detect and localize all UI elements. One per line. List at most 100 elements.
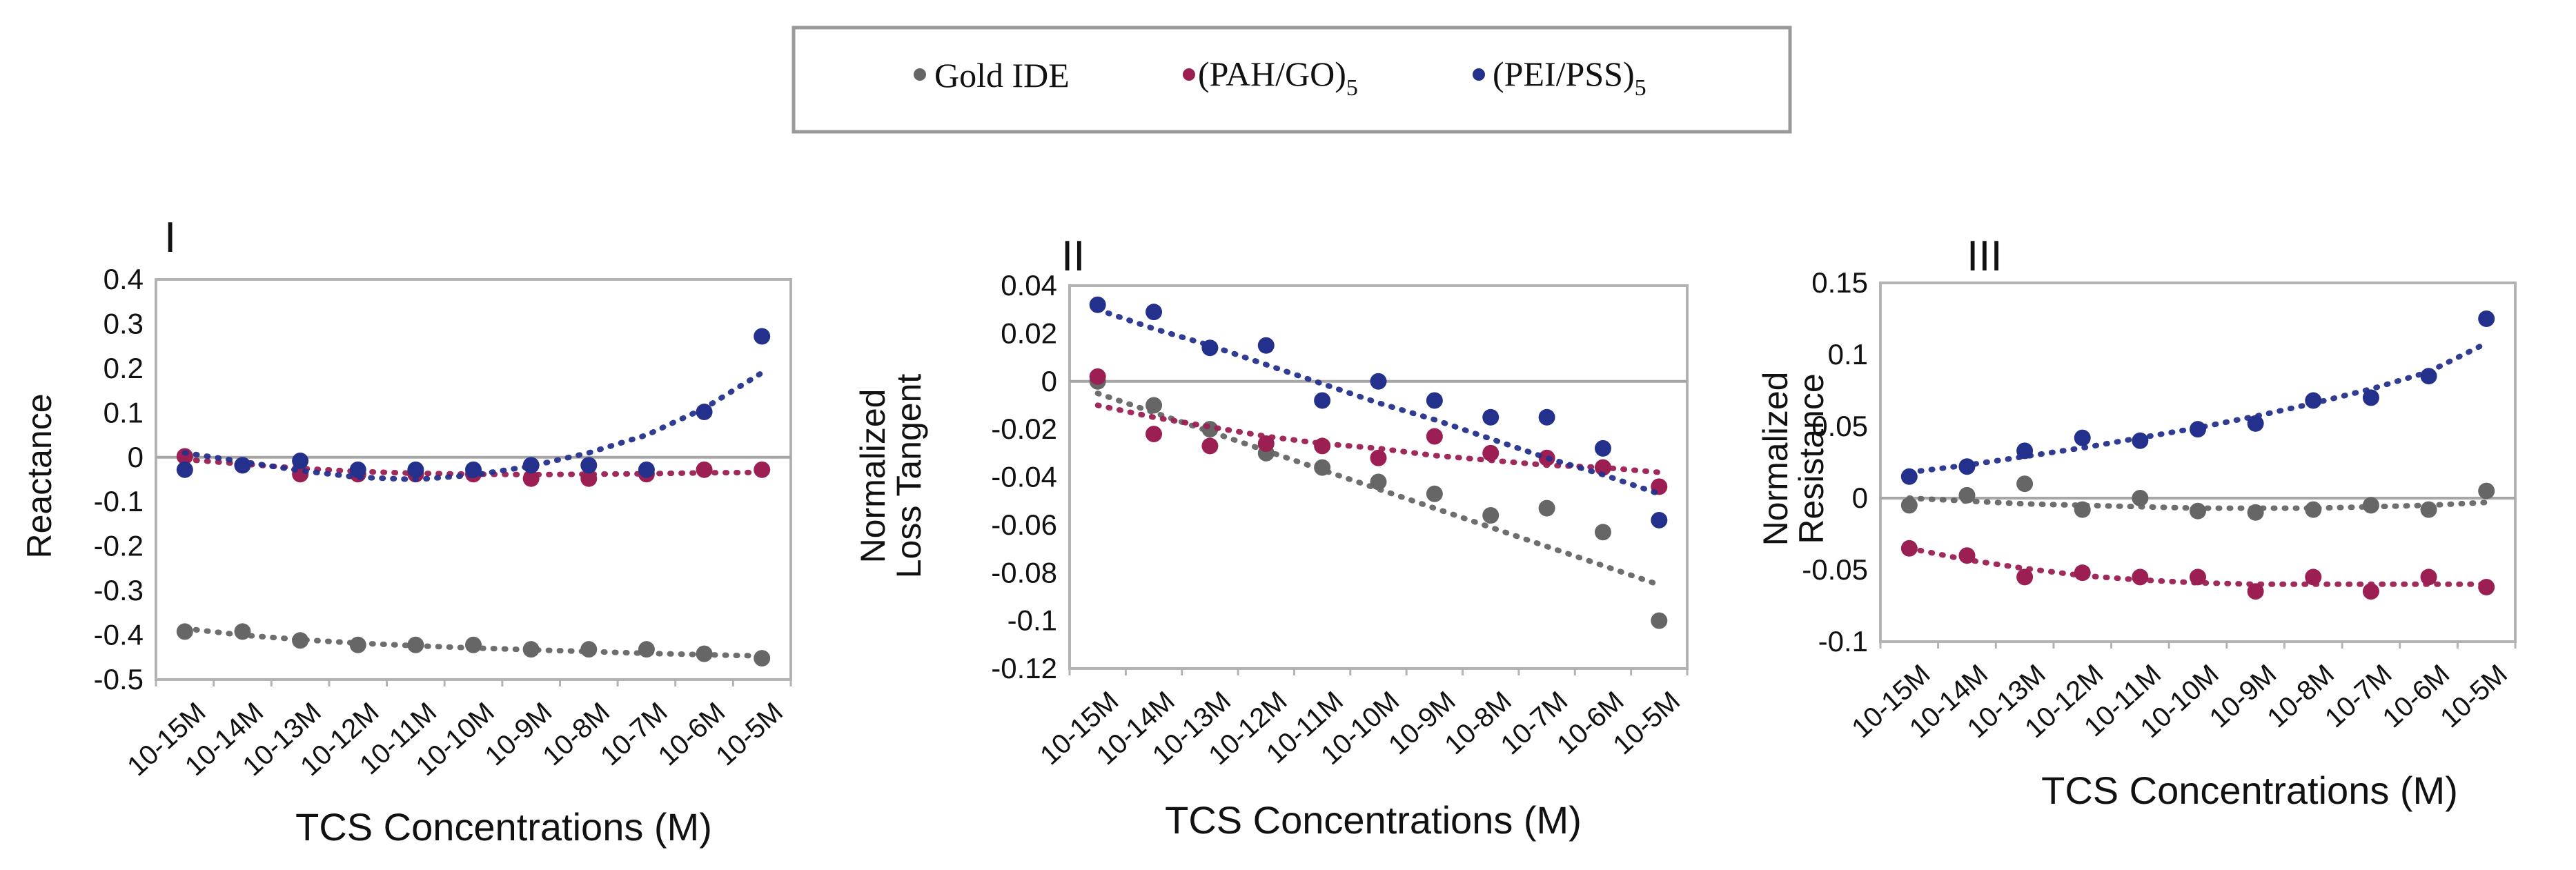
point-pah-go-5 <box>176 448 193 465</box>
point-pah-go-5 <box>2362 583 2379 600</box>
point-pei-pss-5 <box>754 328 771 345</box>
point-gold-ide <box>1426 485 1443 502</box>
x-tick-label: 10-7M <box>595 697 674 772</box>
y-tick-label: -0.2 <box>94 530 144 562</box>
y-tick-label: -0.12 <box>991 652 1057 684</box>
point-pei-pss-5 <box>1538 408 1555 426</box>
panel-resistance: III 0.150.10.050-0.05-0.1 10-15M10-14M10… <box>1756 233 2517 812</box>
point-pei-pss-5 <box>2190 421 2206 438</box>
point-pei-pss-5 <box>407 461 424 478</box>
legend-entry-pei-pss: (PEI/PSS)5 <box>1473 55 1646 101</box>
point-gold-ide <box>2190 502 2206 520</box>
point-pah-go-5 <box>1201 437 1219 455</box>
y-tick-label: -0.1 <box>1818 625 1868 658</box>
legend-marker-pei-pss <box>1473 68 1485 81</box>
legend-label-pah-go: (PAH/GO)5 <box>1198 55 1358 101</box>
x-tick-label: 10-6M <box>653 697 731 772</box>
point-pei-pss-5 <box>1257 337 1275 354</box>
x-tick-label: 10-8M <box>2261 659 2340 734</box>
legend: Gold IDE (PAH/GO)5 (PEI/PSS)5 <box>792 26 1792 134</box>
point-pei-pss-5 <box>1651 511 1668 528</box>
point-gold-ide <box>2305 501 2322 518</box>
y-tick-label: 0 <box>1852 482 1868 514</box>
legend-label-pei-pss: (PEI/PSS)5 <box>1493 55 1646 101</box>
point-pei-pss-5 <box>1482 408 1500 426</box>
trendline-pei-pss-5 <box>1906 340 2490 475</box>
point-pei-pss-5 <box>292 452 309 469</box>
y-axis-label: Reactance <box>20 393 59 558</box>
point-pah-go-5 <box>1089 368 1106 385</box>
point-gold-ide <box>1594 524 1611 541</box>
y-tick-label: 0.2 <box>104 352 144 384</box>
point-gold-ide <box>1314 459 1331 476</box>
point-gold-ide <box>2247 504 2264 521</box>
y-tick-label: -0.3 <box>94 574 144 606</box>
y-tick-label: -0.05 <box>1802 553 1868 586</box>
point-pei-pss-5 <box>1900 468 1918 485</box>
legend-box <box>792 26 1792 134</box>
point-pah-go-5 <box>1314 437 1331 455</box>
point-pah-go-5 <box>1146 426 1163 443</box>
point-pah-go-5 <box>2190 569 2206 586</box>
trendline-pei-pss-5 <box>1094 306 1662 497</box>
point-gold-ide <box>1538 500 1555 517</box>
y-tick-label: 0.05 <box>1811 410 1868 442</box>
point-pah-go-5 <box>2074 564 2091 582</box>
point-pei-pss-5 <box>2016 442 2034 459</box>
point-pei-pss-5 <box>1594 439 1611 457</box>
point-pah-go-5 <box>696 461 713 478</box>
point-pei-pss-5 <box>580 457 598 474</box>
y-tick-label: 0.1 <box>1828 338 1868 370</box>
point-gold-ide <box>522 641 540 658</box>
x-tick-label: 10-6M <box>2377 659 2456 734</box>
plot-area <box>155 278 792 681</box>
y-axis-label: NormalizedResistance <box>1756 372 1831 546</box>
point-gold-ide <box>754 650 771 667</box>
point-gold-ide <box>696 645 713 662</box>
point-pei-pss-5 <box>349 461 366 478</box>
x-tick-label: 10-9M <box>480 697 558 772</box>
x-tick-label: 10-5M <box>710 697 789 772</box>
y-tick-label: -0.5 <box>94 663 144 695</box>
point-pei-pss-5 <box>696 404 713 421</box>
y-axis-label: NormalizedLoss Tangent <box>854 374 928 579</box>
y-tick-label: -0.1 <box>1007 604 1057 637</box>
y-tick-label: -0.06 <box>991 508 1057 541</box>
point-gold-ide <box>176 623 193 640</box>
x-tick-label: 10-9M <box>2204 659 2283 734</box>
point-gold-ide <box>1900 497 1918 514</box>
point-pei-pss-5 <box>1146 304 1163 321</box>
point-pah-go-5 <box>1594 459 1611 476</box>
point-pei-pss-5 <box>234 457 251 474</box>
trendline-pah-go-5 <box>1094 402 1662 475</box>
point-pei-pss-5 <box>176 461 193 478</box>
y-tick-label: -0.4 <box>94 619 144 651</box>
point-pah-go-5 <box>2478 578 2495 595</box>
plot-area <box>1879 281 2517 643</box>
point-pei-pss-5 <box>522 457 540 474</box>
point-gold-ide <box>2016 475 2034 493</box>
point-gold-ide <box>1482 507 1500 524</box>
x-axis-label: TCS Concentrations (M) <box>295 805 712 849</box>
y-tick-label: -0.08 <box>991 556 1057 589</box>
point-gold-ide <box>234 623 251 640</box>
point-gold-ide <box>1651 612 1668 629</box>
point-pah-go-5 <box>1958 547 1976 564</box>
x-tick-label: 10-5M <box>2435 659 2513 734</box>
y-tick-label: 0.1 <box>104 396 144 428</box>
point-pei-pss-5 <box>2074 429 2091 446</box>
x-axis-label: TCS Concentrations (M) <box>2041 769 2458 812</box>
point-pei-pss-5 <box>2362 389 2379 406</box>
point-pei-pss-5 <box>1089 296 1106 313</box>
point-pei-pss-5 <box>1370 373 1387 390</box>
y-tick-label: -0.04 <box>991 461 1057 493</box>
point-pei-pss-5 <box>465 461 482 478</box>
legend-entry-gold-ide: Gold IDE <box>914 56 1070 95</box>
point-pah-go-5 <box>2016 569 2034 586</box>
y-tick-label: -0.02 <box>991 413 1057 445</box>
point-gold-ide <box>638 641 655 658</box>
x-axis-label: TCS Concentrations (M) <box>1165 798 1582 842</box>
x-tick-label: 10-7M <box>2319 659 2398 734</box>
plot-area <box>1068 284 1689 670</box>
point-pei-pss-5 <box>1201 339 1219 357</box>
